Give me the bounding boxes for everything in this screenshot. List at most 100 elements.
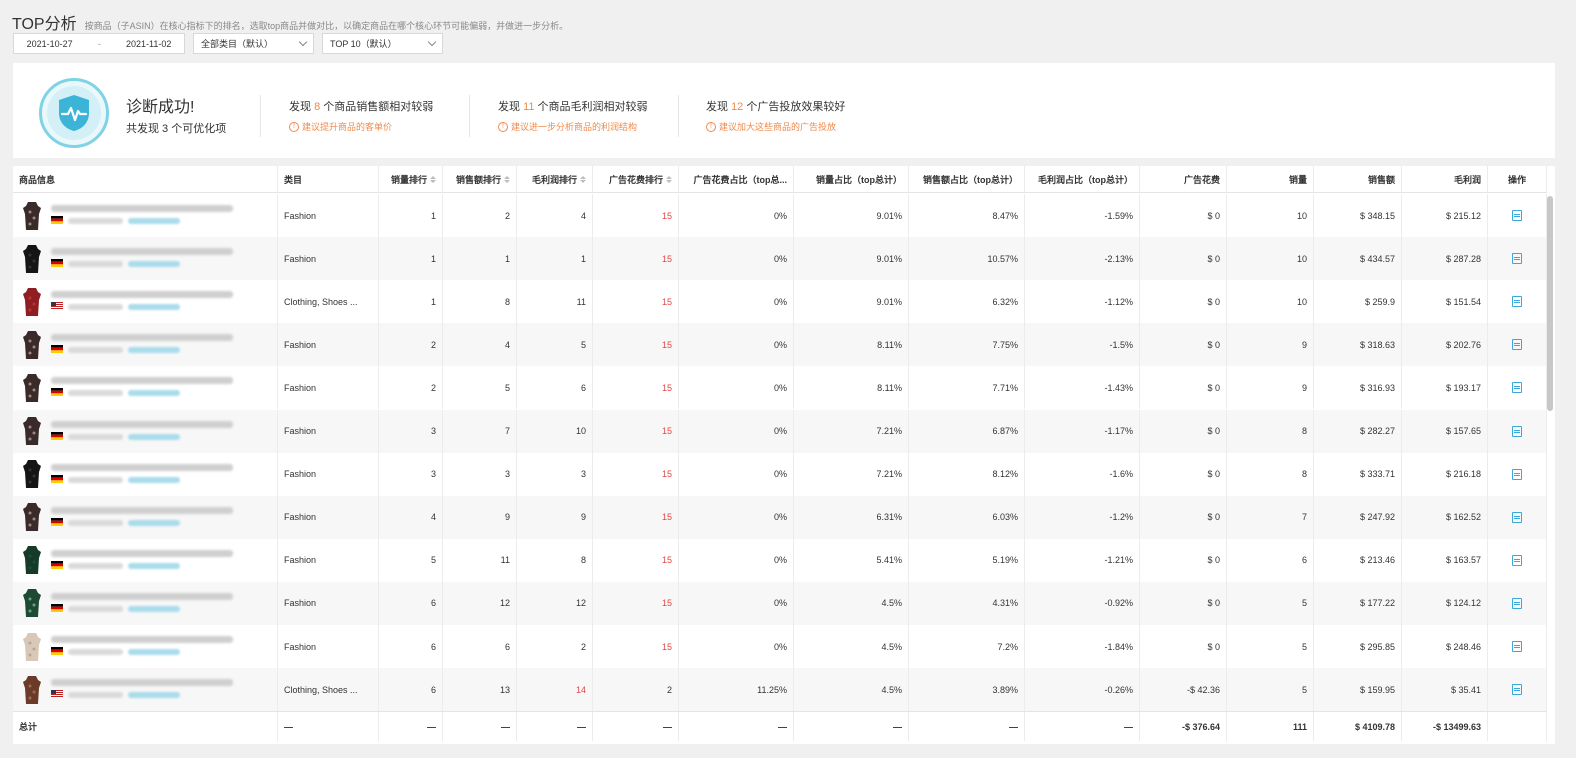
cell-actions[interactable]: [1488, 668, 1547, 712]
product-title-redacted[interactable]: [51, 636, 233, 644]
product-thumbnail[interactable]: [19, 544, 45, 576]
cell-actions[interactable]: [1488, 237, 1547, 281]
cell-actions[interactable]: [1488, 323, 1547, 367]
asin-link-redacted[interactable]: [128, 304, 180, 311]
product-title-redacted[interactable]: [51, 377, 233, 385]
product-title-redacted[interactable]: [51, 291, 233, 299]
product-title-redacted[interactable]: [51, 679, 233, 687]
cell-product-info[interactable]: [13, 538, 278, 582]
product-thumbnail[interactable]: [19, 329, 45, 361]
cell-product-info[interactable]: [13, 625, 278, 669]
product-info[interactable]: [19, 458, 233, 490]
asin-link-redacted[interactable]: [128, 261, 180, 268]
col-qty-rank[interactable]: 销量排行: [379, 166, 443, 192]
cell-actions[interactable]: [1488, 538, 1547, 582]
product-title-redacted[interactable]: [51, 592, 233, 600]
product-title-redacted[interactable]: [51, 506, 233, 514]
date-end[interactable]: 2021-11-02: [126, 38, 172, 49]
product-title-redacted[interactable]: [51, 334, 233, 342]
detail-report-icon[interactable]: [1512, 554, 1522, 566]
product-info[interactable]: [19, 200, 233, 232]
sort-icon[interactable]: [504, 175, 510, 183]
cell-product-info[interactable]: [13, 452, 278, 496]
date-range-picker[interactable]: 2021-10-27 - 2021-11-02: [13, 33, 185, 54]
cell-actions[interactable]: [1488, 409, 1547, 453]
cell-product-info[interactable]: [13, 668, 278, 712]
cell-product-info[interactable]: [13, 495, 278, 539]
product-title-redacted[interactable]: [51, 248, 233, 256]
asin-link-redacted[interactable]: [128, 218, 180, 225]
cell-actions[interactable]: [1488, 581, 1547, 625]
product-thumbnail[interactable]: [19, 674, 45, 706]
asin-link-redacted[interactable]: [128, 390, 180, 397]
sort-icon[interactable]: [580, 175, 586, 183]
detail-report-icon[interactable]: [1512, 339, 1522, 351]
product-title-redacted[interactable]: [51, 420, 233, 428]
cell-actions[interactable]: [1488, 452, 1547, 496]
cell-product-info[interactable]: [13, 280, 278, 324]
asin-link-redacted[interactable]: [128, 605, 180, 612]
product-thumbnail[interactable]: [19, 286, 45, 318]
cell-actions[interactable]: [1488, 495, 1547, 539]
product-info[interactable]: [19, 501, 233, 533]
cell-product-info[interactable]: [13, 366, 278, 410]
cell-product-info[interactable]: [13, 194, 278, 238]
asin-link-redacted[interactable]: [128, 519, 180, 526]
product-info[interactable]: [19, 587, 233, 619]
cell-product-info[interactable]: [13, 409, 278, 453]
product-info[interactable]: [19, 415, 233, 447]
cell-actions[interactable]: [1488, 366, 1547, 410]
product-info[interactable]: [19, 372, 233, 404]
col-ad-rank[interactable]: 广告花费排行: [593, 166, 679, 192]
detail-report-icon[interactable]: [1512, 468, 1522, 480]
product-info[interactable]: [19, 544, 233, 576]
product-info[interactable]: [19, 631, 233, 663]
detail-report-icon[interactable]: [1512, 597, 1522, 609]
asin-link-redacted[interactable]: [128, 433, 180, 440]
asin-link-redacted[interactable]: [128, 476, 180, 483]
asin-link-redacted[interactable]: [128, 347, 180, 354]
product-thumbnail[interactable]: [19, 631, 45, 663]
product-title-redacted[interactable]: [51, 205, 233, 213]
cell-actions[interactable]: [1488, 625, 1547, 669]
product-thumbnail[interactable]: [19, 587, 45, 619]
product-thumbnail[interactable]: [19, 200, 45, 232]
product-info[interactable]: [19, 674, 233, 706]
sort-icon[interactable]: [666, 175, 672, 183]
col-profit-rank[interactable]: 毛利润排行: [517, 166, 593, 192]
product-thumbnail[interactable]: [19, 501, 45, 533]
detail-report-icon[interactable]: [1512, 425, 1522, 437]
category-select[interactable]: 全部类目（默认）: [193, 33, 314, 54]
detail-report-icon[interactable]: [1512, 253, 1522, 265]
finding-tip[interactable]: 建议提升商品的客单价: [302, 122, 393, 132]
scrollbar[interactable]: [1547, 196, 1553, 411]
detail-report-icon[interactable]: [1512, 382, 1522, 394]
asin-link-redacted[interactable]: [128, 692, 180, 699]
product-title-redacted[interactable]: [51, 463, 233, 471]
detail-report-icon[interactable]: [1512, 511, 1522, 523]
col-sales-rank[interactable]: 销售额排行: [443, 166, 517, 192]
detail-report-icon[interactable]: [1512, 296, 1522, 308]
product-title-redacted[interactable]: [51, 549, 233, 557]
detail-report-icon[interactable]: [1512, 684, 1522, 696]
date-start[interactable]: 2021-10-27: [26, 38, 73, 49]
cell-product-info[interactable]: [13, 323, 278, 367]
asin-link-redacted[interactable]: [128, 562, 180, 569]
finding-tip[interactable]: 建议进一步分析商品的利润结构: [511, 122, 638, 132]
cell-actions[interactable]: [1488, 280, 1547, 324]
product-thumbnail[interactable]: [19, 372, 45, 404]
product-info[interactable]: [19, 243, 233, 275]
detail-report-icon[interactable]: [1512, 210, 1522, 222]
product-info[interactable]: [19, 286, 233, 318]
top-count-select[interactable]: TOP 10（默认）: [322, 33, 443, 54]
cell-product-info[interactable]: [13, 581, 278, 625]
sort-icon[interactable]: [430, 175, 436, 183]
product-thumbnail[interactable]: [19, 458, 45, 490]
detail-report-icon[interactable]: [1512, 641, 1522, 653]
finding-tip[interactable]: 建议加大这些商品的广告投放: [719, 122, 837, 132]
cell-product-info[interactable]: [13, 237, 278, 281]
asin-link-redacted[interactable]: [128, 649, 180, 656]
product-thumbnail[interactable]: [19, 243, 45, 275]
product-info[interactable]: [19, 329, 233, 361]
product-thumbnail[interactable]: [19, 415, 45, 447]
